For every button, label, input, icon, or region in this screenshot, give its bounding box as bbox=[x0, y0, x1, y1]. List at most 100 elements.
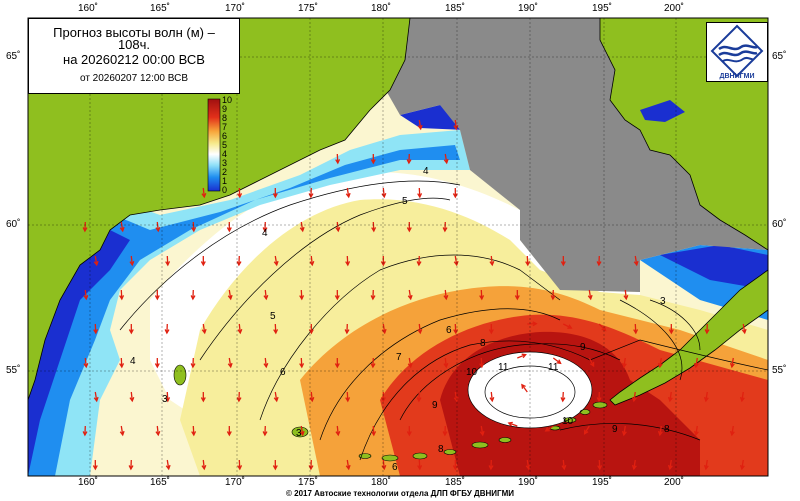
wave-arrow bbox=[588, 289, 592, 299]
colorbar-label: 4 bbox=[222, 149, 228, 159]
wave-arrow-head bbox=[521, 353, 527, 359]
wave-arrow-head bbox=[381, 465, 387, 471]
wave-arrow-head bbox=[514, 295, 520, 301]
wave-arrow-head bbox=[489, 397, 495, 403]
wave-arrow-head bbox=[200, 261, 206, 267]
lon-label: 170˚ bbox=[225, 477, 246, 488]
wave-arrow-head bbox=[739, 464, 745, 471]
wave-arrow bbox=[418, 187, 421, 198]
lon-label: 165˚ bbox=[150, 3, 171, 14]
contour-label: 4 bbox=[130, 356, 136, 367]
wave-arrow bbox=[166, 391, 169, 402]
wave-arrow bbox=[545, 425, 554, 432]
wave-arrow-head bbox=[406, 431, 412, 437]
wave-arrow bbox=[300, 289, 303, 300]
wave-arrow-head bbox=[93, 260, 99, 267]
wave-arrow bbox=[202, 187, 205, 198]
wave-arrow bbox=[408, 289, 412, 299]
lat-label: 55˚ bbox=[6, 365, 21, 376]
wave-arrow-head bbox=[237, 465, 243, 471]
wave-arrow bbox=[526, 255, 529, 266]
wave-arrow-head bbox=[154, 295, 160, 301]
wave-arrow-head bbox=[309, 261, 315, 267]
wave-arrow bbox=[444, 357, 447, 368]
wave-arrow-head bbox=[128, 329, 134, 335]
wave-arrow-head bbox=[345, 261, 351, 267]
wave-arrow-head bbox=[693, 430, 699, 437]
wave-arrow-head bbox=[452, 193, 458, 199]
wave-arrow-head bbox=[443, 295, 449, 301]
contour-label: 8 bbox=[438, 444, 444, 455]
wave-arrow bbox=[526, 459, 530, 469]
contour-label: 4 bbox=[262, 228, 268, 239]
contour-label: 3 bbox=[162, 394, 168, 405]
lon-label: 185˚ bbox=[445, 3, 466, 14]
wave-arrow bbox=[521, 384, 528, 393]
wave-arrow bbox=[300, 357, 303, 368]
wave-arrow bbox=[408, 357, 412, 367]
wave-arrow-head bbox=[190, 295, 196, 301]
wave-arrow-head bbox=[667, 396, 673, 403]
wave-arrow bbox=[705, 459, 708, 469]
wave-arrow-head bbox=[190, 363, 196, 369]
wave-arrow-head bbox=[442, 227, 448, 233]
wave-arrow-head bbox=[406, 159, 412, 165]
wave-arrow-head bbox=[165, 397, 171, 403]
wave-arrow-head bbox=[381, 193, 387, 199]
contour-label: 5 bbox=[270, 311, 276, 322]
wave-arrow-head bbox=[596, 261, 602, 267]
wave-arrow bbox=[238, 323, 241, 334]
wave-arrow-head bbox=[589, 361, 595, 368]
wave-arrow-head bbox=[407, 294, 413, 301]
wave-arrow bbox=[130, 255, 133, 266]
wave-arrow bbox=[346, 255, 349, 266]
wave-arrow-head bbox=[83, 363, 89, 369]
wave-arrow-head bbox=[596, 397, 602, 403]
wave-arrow bbox=[264, 289, 267, 300]
wave-arrow-head bbox=[165, 261, 171, 267]
graticule bbox=[28, 18, 768, 476]
wave-arrow bbox=[228, 289, 232, 299]
lon-label: 160˚ bbox=[78, 477, 99, 488]
colorbar-label: 9 bbox=[222, 104, 228, 114]
wave-arrow-head bbox=[633, 329, 639, 335]
wave-arrow bbox=[238, 459, 241, 470]
wave-arrow-head bbox=[479, 363, 485, 369]
wave-arrow bbox=[454, 119, 457, 130]
wave-arrow-head bbox=[560, 397, 566, 403]
wave-arrow bbox=[634, 255, 638, 265]
wave-arrow bbox=[382, 187, 385, 198]
wave-arrow-head bbox=[119, 295, 125, 301]
wave-arrow bbox=[563, 323, 572, 329]
wave-arrow bbox=[130, 391, 133, 402]
lon-label: 175˚ bbox=[298, 477, 319, 488]
contour-label: 10 bbox=[466, 367, 478, 378]
wave-arrow-head bbox=[299, 226, 305, 233]
wave-arrow-head bbox=[93, 329, 99, 335]
lat-label: 65˚ bbox=[6, 51, 21, 62]
wave-arrow-head bbox=[507, 421, 513, 427]
wave-arrow-head bbox=[119, 430, 125, 437]
wave-arrow bbox=[120, 357, 123, 368]
wave-arrow bbox=[346, 391, 349, 402]
wave-arrow-head bbox=[488, 465, 494, 471]
wave-arrow-head bbox=[453, 396, 459, 403]
wave-zone-lightblue bbox=[28, 130, 470, 476]
wave-arrow-head bbox=[601, 326, 607, 332]
wave-arrow-head bbox=[597, 465, 603, 471]
wave-arrow bbox=[490, 391, 493, 402]
wave-arrow-head bbox=[417, 193, 423, 199]
wave-arrow bbox=[695, 425, 698, 435]
wave-arrow-head bbox=[704, 329, 710, 335]
wave-arrow bbox=[228, 357, 232, 367]
wave-arrow bbox=[508, 422, 518, 427]
wave-arrow-head bbox=[164, 329, 170, 335]
wave-arrow-head bbox=[273, 260, 279, 267]
wave-arrow-head bbox=[729, 430, 735, 437]
title-line3: от 20260207 12:00 ВСВ bbox=[79, 73, 188, 84]
wave-arrow bbox=[598, 459, 601, 470]
wave-arrow-head bbox=[560, 261, 566, 267]
wave-arrow bbox=[84, 289, 87, 300]
contour-label: 8 bbox=[480, 338, 486, 349]
wave-arrow bbox=[480, 357, 483, 368]
